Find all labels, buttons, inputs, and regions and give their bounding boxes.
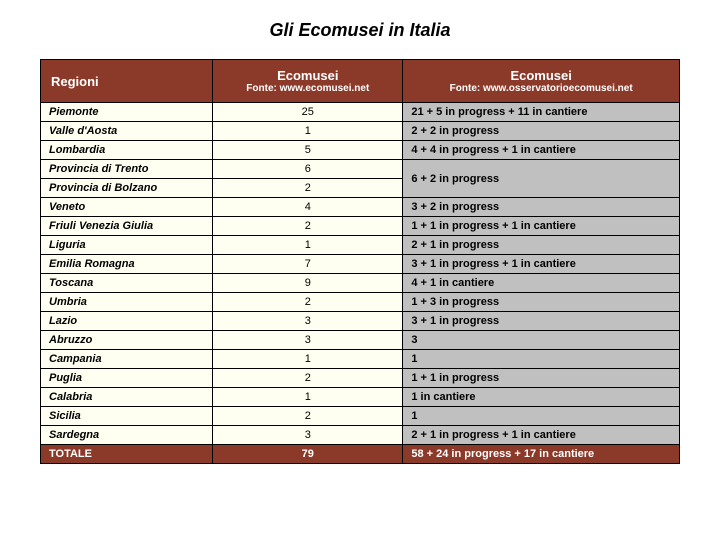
cell-count: 2 (213, 217, 403, 236)
header-source1-sub: Fonte: www.ecomusei.net (219, 83, 396, 94)
total-label: TOTALE (41, 445, 213, 464)
header-source1: Ecomusei Fonte: www.ecomusei.net (213, 60, 403, 103)
cell-region: Provincia di Trento (41, 160, 213, 179)
total-count: 79 (213, 445, 403, 464)
cell-detail: 2 + 1 in progress (403, 236, 680, 255)
cell-detail: 1 + 3 in progress (403, 293, 680, 312)
total-detail: 58 + 24 in progress + 17 in cantiere (403, 445, 680, 464)
cell-count: 1 (213, 122, 403, 141)
table-row: Puglia21 + 1 in progress (41, 369, 680, 388)
cell-detail: 1 (403, 350, 680, 369)
header-regioni: Regioni (41, 60, 213, 103)
cell-count: 1 (213, 388, 403, 407)
cell-region: Sardegna (41, 426, 213, 445)
ecomusei-table: Regioni Ecomusei Fonte: www.ecomusei.net… (40, 59, 680, 464)
cell-detail: 3 + 2 in progress (403, 198, 680, 217)
total-row: TOTALE7958 + 24 in progress + 17 in cant… (41, 445, 680, 464)
cell-region: Veneto (41, 198, 213, 217)
cell-detail: 6 + 2 in progress (403, 160, 680, 198)
cell-region: Friuli Venezia Giulia (41, 217, 213, 236)
cell-region: Emilia Romagna (41, 255, 213, 274)
table-row: Calabria11 in cantiere (41, 388, 680, 407)
cell-count: 3 (213, 426, 403, 445)
cell-count: 2 (213, 179, 403, 198)
cell-count: 3 (213, 312, 403, 331)
table-row: Liguria12 + 1 in progress (41, 236, 680, 255)
cell-count: 3 (213, 331, 403, 350)
cell-detail: 4 + 1 in cantiere (403, 274, 680, 293)
page-title: Gli Ecomusei in Italia (40, 20, 680, 41)
cell-region: Abruzzo (41, 331, 213, 350)
cell-region: Campania (41, 350, 213, 369)
header-source2-main: Ecomusei (409, 68, 673, 83)
cell-region: Umbria (41, 293, 213, 312)
table-row: Sicilia21 (41, 407, 680, 426)
cell-region: Puglia (41, 369, 213, 388)
table-row: Piemonte2521 + 5 in progress + 11 in can… (41, 103, 680, 122)
cell-region: Toscana (41, 274, 213, 293)
cell-count: 2 (213, 293, 403, 312)
header-row: Regioni Ecomusei Fonte: www.ecomusei.net… (41, 60, 680, 103)
table-row: Sardegna32 + 1 in progress + 1 in cantie… (41, 426, 680, 445)
table-row: Toscana94 + 1 in cantiere (41, 274, 680, 293)
header-source2-sub: Fonte: www.osservatorioecomusei.net (409, 83, 673, 94)
cell-detail: 3 + 1 in progress + 1 in cantiere (403, 255, 680, 274)
cell-count: 2 (213, 407, 403, 426)
cell-region: Piemonte (41, 103, 213, 122)
table-row: Valle d'Aosta12 + 2 in progress (41, 122, 680, 141)
cell-count: 6 (213, 160, 403, 179)
cell-count: 4 (213, 198, 403, 217)
cell-detail: 21 + 5 in progress + 11 in cantiere (403, 103, 680, 122)
header-source2: Ecomusei Fonte: www.osservatorioecomusei… (403, 60, 680, 103)
table-body: Piemonte2521 + 5 in progress + 11 in can… (41, 103, 680, 464)
cell-detail: 1 in cantiere (403, 388, 680, 407)
cell-count: 5 (213, 141, 403, 160)
table-row: Lazio33 + 1 in progress (41, 312, 680, 331)
cell-count: 2 (213, 369, 403, 388)
table-row: Veneto43 + 2 in progress (41, 198, 680, 217)
cell-count: 9 (213, 274, 403, 293)
cell-detail: 2 + 1 in progress + 1 in cantiere (403, 426, 680, 445)
cell-region: Liguria (41, 236, 213, 255)
cell-region: Valle d'Aosta (41, 122, 213, 141)
cell-count: 7 (213, 255, 403, 274)
cell-detail: 1 + 1 in progress (403, 369, 680, 388)
cell-detail: 3 + 1 in progress (403, 312, 680, 331)
table-row: Friuli Venezia Giulia21 + 1 in progress … (41, 217, 680, 236)
table-row: Provincia di Trento66 + 2 in progress (41, 160, 680, 179)
cell-detail: 2 + 2 in progress (403, 122, 680, 141)
cell-region: Provincia di Bolzano (41, 179, 213, 198)
header-source1-main: Ecomusei (219, 68, 396, 83)
header-regioni-label: Regioni (51, 74, 99, 89)
cell-region: Lazio (41, 312, 213, 331)
cell-region: Sicilia (41, 407, 213, 426)
table-row: Umbria21 + 3 in progress (41, 293, 680, 312)
cell-detail: 3 (403, 331, 680, 350)
cell-detail: 1 + 1 in progress + 1 in cantiere (403, 217, 680, 236)
cell-count: 1 (213, 236, 403, 255)
table-row: Emilia Romagna73 + 1 in progress + 1 in … (41, 255, 680, 274)
cell-region: Lombardia (41, 141, 213, 160)
table-row: Campania11 (41, 350, 680, 369)
table-row: Abruzzo33 (41, 331, 680, 350)
cell-count: 25 (213, 103, 403, 122)
cell-region: Calabria (41, 388, 213, 407)
table-row: Lombardia54 + 4 in progress + 1 in canti… (41, 141, 680, 160)
cell-detail: 4 + 4 in progress + 1 in cantiere (403, 141, 680, 160)
cell-detail: 1 (403, 407, 680, 426)
cell-count: 1 (213, 350, 403, 369)
